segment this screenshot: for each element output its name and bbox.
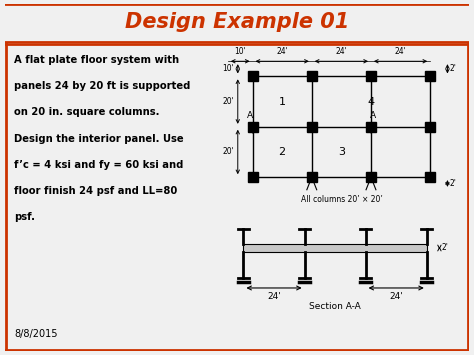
- Text: 4: 4: [367, 97, 374, 106]
- Text: 2': 2': [450, 179, 457, 188]
- Text: 10': 10': [234, 47, 246, 56]
- Text: 24': 24': [267, 292, 281, 301]
- Text: A flat plate floor system with: A flat plate floor system with: [14, 55, 179, 65]
- Text: A: A: [247, 111, 253, 120]
- Text: 24': 24': [336, 47, 347, 56]
- Text: 20': 20': [222, 147, 234, 157]
- Text: 24': 24': [276, 47, 288, 56]
- Text: 1: 1: [279, 97, 286, 106]
- Text: Design the interior panel. Use: Design the interior panel. Use: [14, 134, 183, 144]
- Text: 3: 3: [338, 147, 345, 157]
- Text: on 20 in. square columns.: on 20 in. square columns.: [14, 108, 160, 118]
- Text: 24': 24': [395, 47, 406, 56]
- Text: 24': 24': [389, 292, 403, 301]
- Text: A: A: [370, 111, 376, 120]
- Text: Section A-A: Section A-A: [309, 302, 361, 311]
- Text: 10': 10': [222, 64, 234, 73]
- Text: 2': 2': [450, 64, 457, 73]
- Text: All columns 20’ × 20’: All columns 20’ × 20’: [301, 195, 382, 204]
- Text: Design Example 01: Design Example 01: [125, 12, 349, 32]
- Text: floor finish 24 psf and LL=80: floor finish 24 psf and LL=80: [14, 186, 177, 196]
- Bar: [244, 244, 427, 252]
- Text: 20': 20': [222, 97, 234, 106]
- Text: panels 24 by 20 ft is supported: panels 24 by 20 ft is supported: [14, 81, 191, 91]
- Text: psf.: psf.: [14, 212, 35, 223]
- Text: 2: 2: [279, 147, 286, 157]
- Text: f’c = 4 ksi and fy = 60 ksi and: f’c = 4 ksi and fy = 60 ksi and: [14, 160, 183, 170]
- Text: 8/8/2015: 8/8/2015: [14, 329, 57, 339]
- Text: 2': 2': [442, 244, 449, 252]
